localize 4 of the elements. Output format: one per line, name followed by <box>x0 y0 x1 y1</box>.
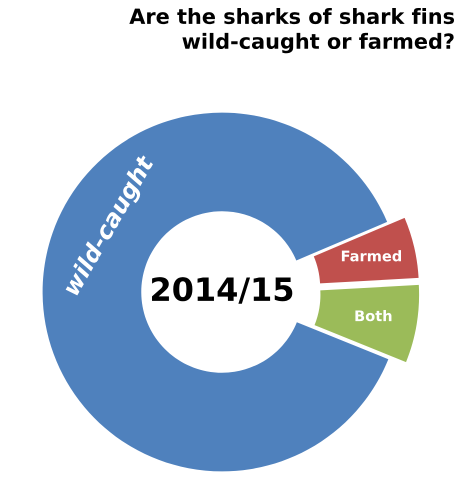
slice-label: Farmed <box>342 250 401 262</box>
text: 2014/15 <box>152 277 292 304</box>
chart-title: Are the sharks of shark fins wild-caught or farmed? <box>129 8 454 54</box>
slice-label: Both <box>355 310 392 322</box>
